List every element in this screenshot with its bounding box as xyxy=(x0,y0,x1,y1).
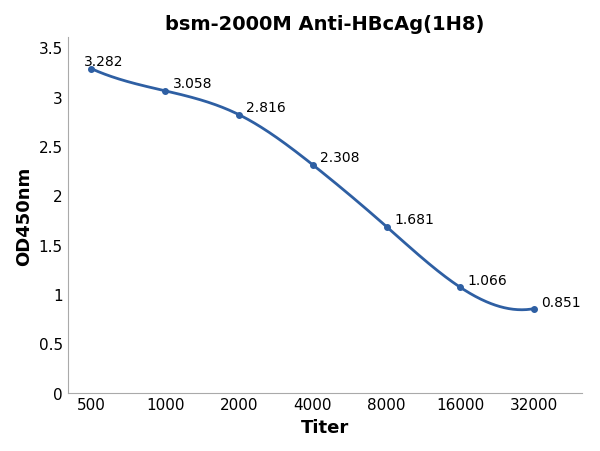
Text: 2.308: 2.308 xyxy=(320,151,359,165)
Y-axis label: OD450nm: OD450nm xyxy=(15,166,33,265)
Text: 1.681: 1.681 xyxy=(394,212,434,226)
Text: 2.816: 2.816 xyxy=(247,101,286,115)
Text: 0.851: 0.851 xyxy=(542,295,581,309)
Text: 3.058: 3.058 xyxy=(173,77,212,91)
Text: 1.066: 1.066 xyxy=(468,273,508,287)
Title: bsm-2000M Anti-HBcAg(1H8): bsm-2000M Anti-HBcAg(1H8) xyxy=(165,15,484,34)
Text: 3.282: 3.282 xyxy=(84,55,124,69)
X-axis label: Titer: Titer xyxy=(301,418,349,436)
